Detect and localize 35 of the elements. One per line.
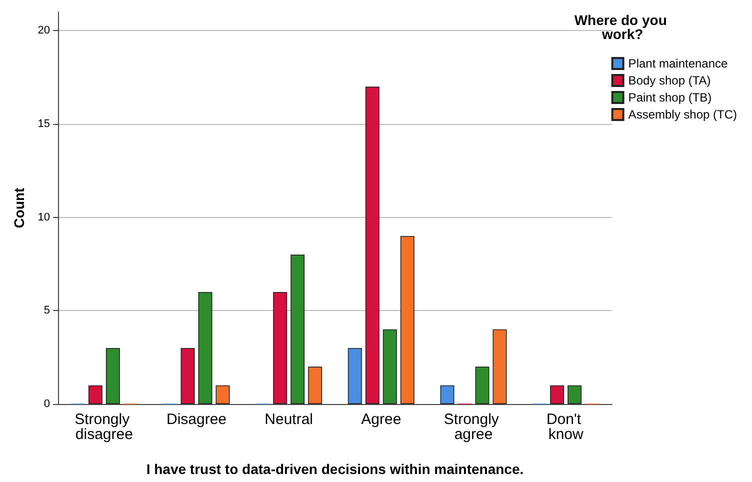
y-tick-label: 15	[38, 118, 50, 130]
bar	[348, 348, 362, 404]
bar	[273, 292, 288, 404]
bar	[475, 366, 490, 404]
bar	[400, 236, 414, 404]
bar	[365, 86, 380, 404]
legend-label: Body shop (TA)	[628, 74, 711, 88]
bar	[290, 254, 305, 404]
y-tick-label: 20	[38, 24, 50, 37]
bar	[106, 348, 120, 404]
bar	[382, 329, 397, 404]
bar	[198, 292, 212, 404]
bar	[216, 385, 230, 404]
x-tick-label: Strongly agree	[444, 411, 504, 443]
y-tick-label: 5	[44, 304, 50, 317]
y-tick-label: 0	[44, 398, 50, 410]
bar	[308, 366, 322, 404]
y-axis-title: Count	[11, 187, 27, 228]
bar	[492, 329, 507, 404]
legend-label: Paint shop (TB)	[628, 90, 712, 104]
bar	[88, 385, 102, 404]
x-tick-label: Neutral	[264, 411, 314, 428]
bar	[180, 348, 195, 404]
x-axis-title: I have trust to data-driven decisions within maintenance.	[146, 461, 524, 477]
legend-label: Plant maintenance	[628, 56, 728, 70]
x-tick-label: Agree	[361, 411, 402, 428]
legend-title: Where do you work?	[574, 12, 671, 42]
x-tick-label: Disagree	[166, 411, 227, 428]
y-tick-label: 10	[38, 211, 50, 224]
bar	[440, 385, 454, 404]
bar	[550, 385, 564, 404]
x-tick-label: Don't know	[546, 411, 586, 443]
x-tick-label: Strongly disagree	[74, 411, 134, 443]
legend-label: Assembly shop (TC)	[628, 108, 738, 122]
bar	[568, 385, 582, 404]
